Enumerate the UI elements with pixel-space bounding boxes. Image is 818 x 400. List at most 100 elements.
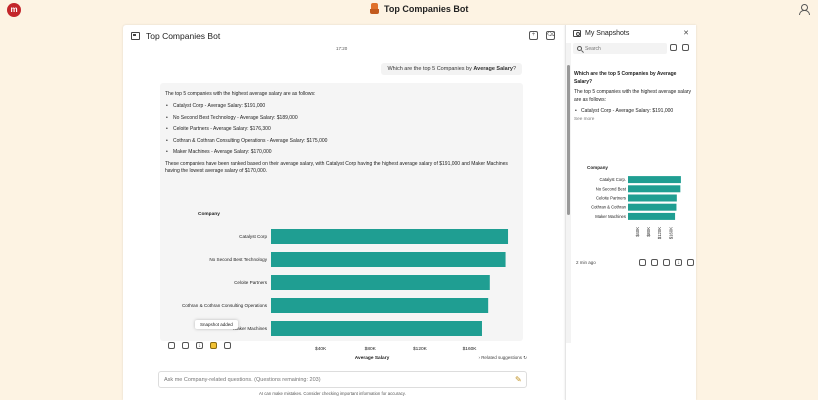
salary-chart-svg: Company Catalyst Corp No Second Best Techn…: [182, 211, 509, 361]
chat-header-actions: + ⌫: [529, 31, 555, 40]
snapshot-mini-chart-svg: Company Catalyst Corp. No Second Best Celoi…: [587, 165, 681, 239]
expand-icon[interactable]: [168, 342, 175, 349]
top-bar: m Top Companies Bot: [0, 0, 818, 20]
x-tick-label: $40K: [315, 346, 327, 352]
user-message-prefix: Which are the top 5 Companies by: [387, 66, 474, 72]
snapshot-tooltip: Snapshot added: [195, 320, 238, 329]
user-icon[interactable]: [799, 4, 810, 15]
chat-header: Top Companies Bot: [131, 31, 220, 41]
salary-chart: Company Catalyst Corp No Second Best Techn…: [163, 208, 521, 364]
see-more-link[interactable]: See more: [574, 116, 595, 121]
snapshot-download-icon[interactable]: ↓: [675, 259, 682, 266]
user-message: Which are the top 5 Companies by Average…: [381, 63, 522, 75]
mini-category-label: Cothran & Cothran: [591, 205, 627, 210]
snapshots-search: [573, 43, 667, 54]
category-label: Cothran & Cothran Consulting Operations: [182, 303, 268, 308]
category-label: Catalyst Corp: [239, 234, 267, 239]
camera-icon: [573, 30, 581, 37]
snapshot-time: 2 min ago: [576, 260, 596, 265]
snapshot-copy-icon[interactable]: [663, 259, 670, 266]
list-item: No Second Best Technology - Average Sala…: [165, 115, 518, 121]
snapshot-card[interactable]: Which are the top 5 Companies by Average…: [574, 71, 692, 121]
chat-panel: Top Companies Bot + ⌫ 17:20 Which are th…: [123, 25, 565, 400]
download-icon[interactable]: ↓: [196, 342, 203, 349]
mini-category-label: No Second Best: [596, 186, 627, 191]
snapshots-title: My Snapshots: [585, 30, 630, 37]
clear-chat-icon[interactable]: ⌫: [546, 31, 556, 40]
mini-bar: [628, 203, 677, 211]
app-title: Top Companies Bot: [384, 3, 469, 14]
snapshot-expand-icon[interactable]: [639, 259, 646, 266]
related-suggestions[interactable]: › Related suggestions ↻: [478, 355, 527, 361]
mini-chart-title: Company: [587, 165, 608, 170]
bar: [271, 252, 506, 267]
related-suggestions-label: Related suggestions: [481, 355, 522, 360]
user-message-suffix: ?: [512, 66, 516, 72]
copy-icon[interactable]: [182, 342, 189, 349]
mini-bar: [628, 212, 676, 220]
search-icon: [577, 46, 582, 51]
list-item: Maker Machines - Average Salary: $170,00…: [165, 149, 518, 155]
chat-window-icon: [131, 32, 140, 40]
mini-x-tick-label: $80K: [646, 227, 651, 237]
snapshots-search-input[interactable]: [585, 45, 665, 52]
app-logo[interactable]: m: [7, 3, 21, 17]
category-label: No Second Best Technology: [209, 257, 267, 262]
refresh-icon: ↻: [521, 355, 527, 360]
user-message-bold: Average Salary: [473, 66, 513, 72]
list-item: Celoite Partners - Average Salary: $176,…: [165, 126, 518, 132]
chat-input[interactable]: [158, 371, 527, 388]
bot-message-summary: These companies have been ranked based o…: [165, 160, 508, 175]
message-timestamp: 17:20: [336, 46, 348, 51]
category-label: Celoite Partners: [234, 280, 268, 285]
bot-message-intro: The top 5 companies with the highest ave…: [165, 91, 316, 97]
list-item: Catalyst Corp - Average Salary: $191,000: [165, 103, 518, 109]
snapshot-answer: The top 5 companies with the highest ave…: [574, 89, 692, 103]
mini-category-label: Maker Machines: [595, 214, 626, 219]
ai-disclaimer: AI can make mistakes. Consider checking …: [259, 391, 406, 396]
new-chat-icon[interactable]: +: [529, 31, 538, 40]
mini-x-tick-label: $120K: [657, 227, 662, 239]
snapshot-mini-chart: Company Catalyst Corp. No Second Best Celoi…: [574, 163, 692, 253]
list-item: Cothran & Cothran Consulting Operations …: [165, 138, 518, 144]
scrollbar-thumb[interactable]: [567, 65, 570, 215]
bar: [271, 229, 509, 244]
bot-message-list: Catalyst Corp - Average Salary: $191,000…: [165, 103, 518, 155]
bar: [271, 298, 489, 313]
bot-icon: [370, 3, 379, 14]
bar: [271, 321, 482, 336]
feedback-icon[interactable]: [224, 342, 231, 349]
clear-snapshots-icon[interactable]: [682, 44, 689, 51]
snapshot-question: Which are the top 5 Companies by Average…: [574, 71, 677, 85]
scrollbar[interactable]: [566, 43, 571, 343]
bar: [271, 275, 490, 290]
x-tick-label: $80K: [365, 346, 377, 352]
mini-bar: [628, 194, 677, 202]
chat-title: Top Companies Bot: [146, 31, 221, 41]
snapshot-actions: ↓: [639, 259, 694, 266]
close-icon[interactable]: ✕: [683, 30, 689, 37]
sort-icon[interactable]: [670, 44, 677, 51]
mini-bar: [628, 176, 681, 184]
fullscreen-icon[interactable]: [651, 259, 658, 266]
mini-x-tick-label: $160K: [668, 227, 673, 239]
app-title-group: Top Companies Bot: [370, 3, 468, 14]
chevron-right-icon: ›: [478, 355, 482, 360]
snapshot-icon[interactable]: [210, 342, 217, 349]
mini-x-tick-label: $40K: [635, 227, 640, 237]
snapshots-panel: My Snapshots ✕ Which are the top 5 Compa…: [565, 25, 696, 400]
message-actions: ↓: [168, 342, 231, 349]
x-tick-label: $160K: [463, 346, 478, 352]
x-axis-label: Average Salary: [355, 355, 390, 361]
snapshot-first-item: Catalyst Corp - Average Salary: $191,000: [574, 108, 692, 114]
mini-category-label: Catalyst Corp.: [599, 177, 626, 182]
mini-category-label: Celoite Partners: [596, 196, 626, 201]
delete-icon[interactable]: [687, 259, 694, 266]
category-label: Maker Machines: [233, 326, 267, 331]
x-tick-label: $120K: [413, 346, 428, 352]
magic-wand-icon[interactable]: ✎: [515, 375, 522, 384]
mini-bar: [628, 185, 681, 193]
chart-title: Company: [198, 211, 220, 217]
snapshots-header: My Snapshots: [573, 30, 629, 37]
snapshots-tools: [670, 44, 689, 51]
